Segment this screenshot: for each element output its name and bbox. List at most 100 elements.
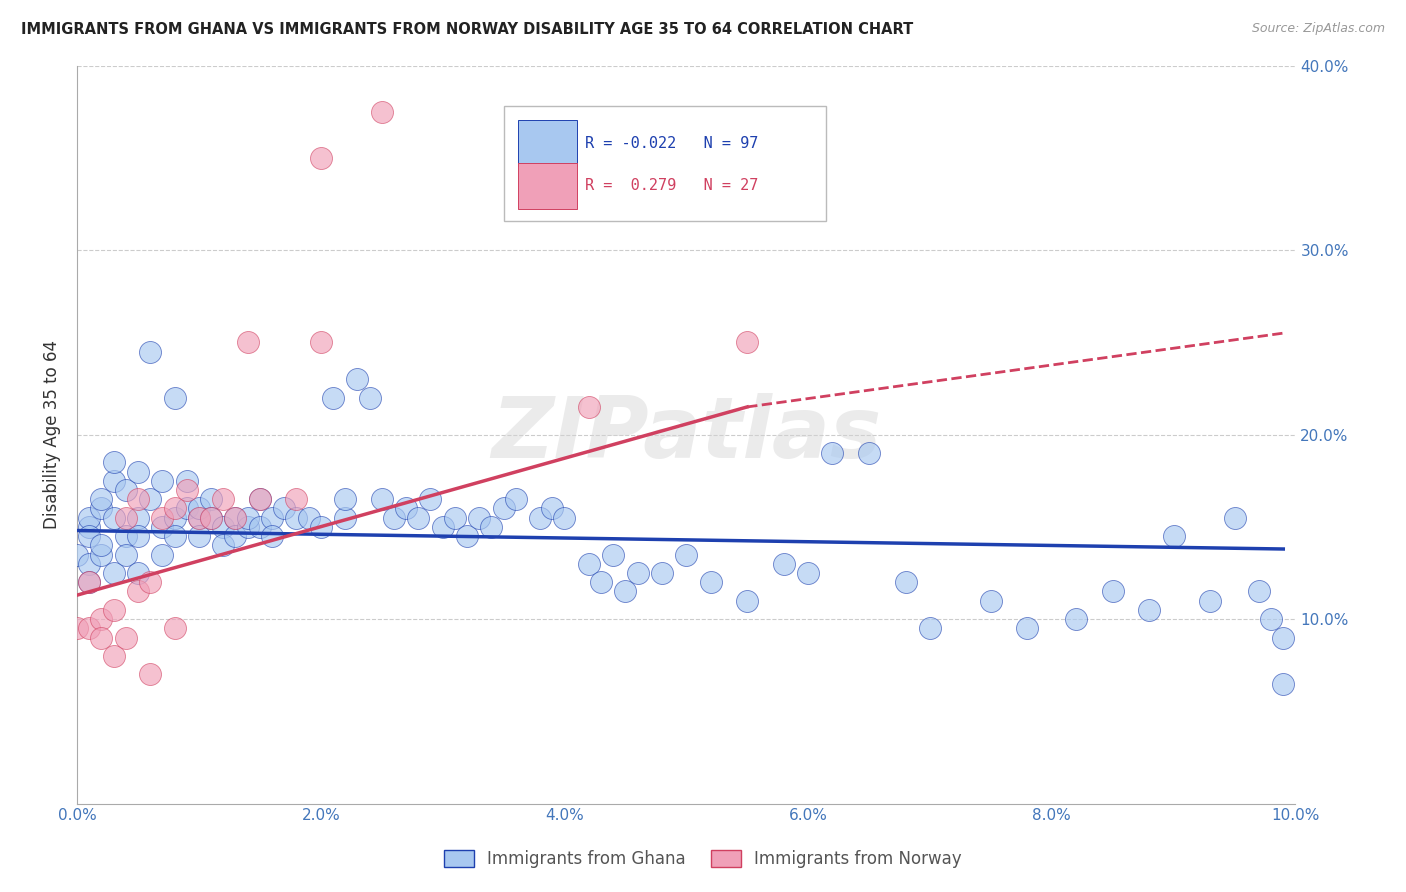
Point bbox=[589, 575, 612, 590]
Text: ZIPatlas: ZIPatlas bbox=[491, 393, 882, 476]
Point bbox=[918, 621, 941, 635]
Point bbox=[139, 344, 162, 359]
Point bbox=[406, 510, 429, 524]
Point bbox=[150, 474, 173, 488]
Point bbox=[346, 372, 368, 386]
Point bbox=[309, 335, 332, 350]
Point bbox=[90, 501, 112, 516]
Point bbox=[66, 621, 89, 635]
Point bbox=[163, 391, 186, 405]
Point bbox=[894, 575, 917, 590]
Point bbox=[370, 492, 392, 507]
Point bbox=[150, 510, 173, 524]
Point bbox=[163, 621, 186, 635]
Point bbox=[1101, 584, 1123, 599]
Point bbox=[224, 510, 246, 524]
Point bbox=[858, 446, 880, 460]
Point bbox=[359, 391, 381, 405]
Point bbox=[322, 391, 344, 405]
Point bbox=[212, 538, 235, 552]
Point bbox=[212, 492, 235, 507]
Y-axis label: Disability Age 35 to 64: Disability Age 35 to 64 bbox=[44, 340, 60, 529]
Point bbox=[187, 501, 209, 516]
Point bbox=[66, 548, 89, 562]
Point bbox=[77, 529, 100, 543]
Point bbox=[333, 492, 356, 507]
Point bbox=[163, 510, 186, 524]
Point bbox=[187, 510, 209, 524]
Point bbox=[797, 566, 820, 580]
Point bbox=[163, 529, 186, 543]
Point bbox=[114, 529, 136, 543]
Point bbox=[333, 510, 356, 524]
Text: IMMIGRANTS FROM GHANA VS IMMIGRANTS FROM NORWAY DISABILITY AGE 35 TO 64 CORRELAT: IMMIGRANTS FROM GHANA VS IMMIGRANTS FROM… bbox=[21, 22, 914, 37]
Point bbox=[90, 538, 112, 552]
Point bbox=[187, 510, 209, 524]
Point bbox=[249, 492, 271, 507]
Point bbox=[77, 510, 100, 524]
Point bbox=[626, 566, 648, 580]
Point bbox=[1163, 529, 1185, 543]
Point bbox=[260, 510, 283, 524]
Point bbox=[236, 510, 259, 524]
Point bbox=[1272, 631, 1295, 645]
Point bbox=[127, 492, 149, 507]
Point bbox=[1064, 612, 1087, 626]
Point bbox=[200, 492, 222, 507]
Point bbox=[114, 548, 136, 562]
Point bbox=[468, 510, 491, 524]
Point bbox=[309, 151, 332, 165]
Point bbox=[103, 648, 125, 663]
Point bbox=[150, 520, 173, 534]
Point bbox=[77, 557, 100, 571]
Point bbox=[1260, 612, 1282, 626]
Point bbox=[103, 510, 125, 524]
Point bbox=[419, 492, 441, 507]
Point bbox=[236, 335, 259, 350]
Point bbox=[382, 510, 405, 524]
Point bbox=[529, 510, 551, 524]
Point bbox=[273, 501, 295, 516]
Point bbox=[127, 510, 149, 524]
Point bbox=[77, 575, 100, 590]
Point bbox=[249, 492, 271, 507]
Point bbox=[443, 510, 465, 524]
Point bbox=[114, 483, 136, 497]
Point bbox=[139, 575, 162, 590]
Point bbox=[309, 520, 332, 534]
Point bbox=[772, 557, 794, 571]
Point bbox=[1247, 584, 1270, 599]
Point bbox=[578, 557, 600, 571]
Point bbox=[285, 492, 308, 507]
FancyBboxPatch shape bbox=[519, 163, 576, 209]
FancyBboxPatch shape bbox=[519, 120, 576, 166]
Text: R =  0.279   N = 27: R = 0.279 N = 27 bbox=[585, 178, 758, 194]
Point bbox=[1272, 676, 1295, 690]
Point bbox=[249, 520, 271, 534]
Point bbox=[260, 529, 283, 543]
Point bbox=[224, 510, 246, 524]
Point bbox=[200, 510, 222, 524]
Point bbox=[432, 520, 454, 534]
Point bbox=[103, 566, 125, 580]
Point bbox=[479, 520, 502, 534]
Point bbox=[395, 501, 418, 516]
Point bbox=[114, 510, 136, 524]
Point bbox=[735, 593, 758, 607]
Point bbox=[163, 501, 186, 516]
Point bbox=[236, 520, 259, 534]
Text: R = -0.022   N = 97: R = -0.022 N = 97 bbox=[585, 136, 758, 151]
Point bbox=[176, 474, 198, 488]
Point bbox=[297, 510, 319, 524]
Point bbox=[602, 548, 624, 562]
Point bbox=[1199, 593, 1222, 607]
Point bbox=[651, 566, 673, 580]
Point bbox=[285, 510, 308, 524]
Point bbox=[980, 593, 1002, 607]
Point bbox=[675, 548, 697, 562]
Point bbox=[127, 566, 149, 580]
Point bbox=[176, 501, 198, 516]
Text: Source: ZipAtlas.com: Source: ZipAtlas.com bbox=[1251, 22, 1385, 36]
Point bbox=[200, 510, 222, 524]
Point bbox=[90, 631, 112, 645]
